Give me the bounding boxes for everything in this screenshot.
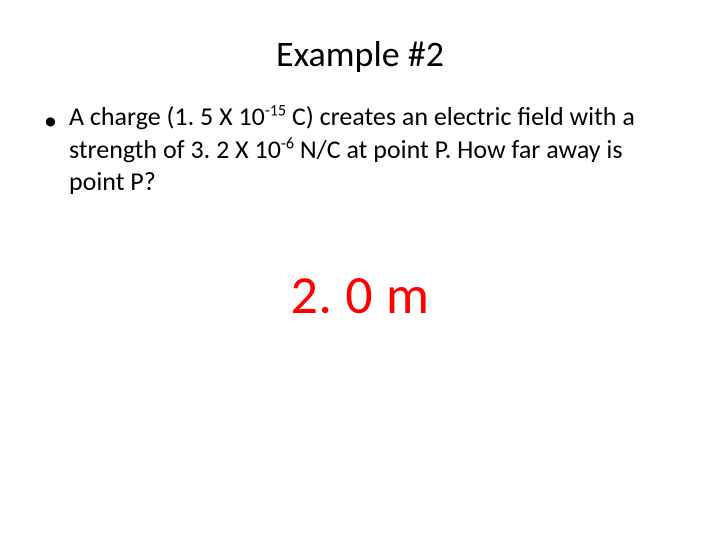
bullet-text: A charge (1. 5 X 10-15 C) creates an ele…: [69, 100, 680, 198]
slide-container: Example #2 • A charge (1. 5 X 10-15 C) c…: [0, 0, 720, 540]
slide-body: • A charge (1. 5 X 10-15 C) creates an e…: [44, 100, 680, 198]
text-segment: A charge (1. 5 X 10: [69, 100, 265, 132]
answer-text: 2. 0 m: [40, 262, 680, 328]
superscript: -15: [265, 101, 286, 120]
superscript: -6: [281, 134, 294, 153]
bullet-item: • A charge (1. 5 X 10-15 C) creates an e…: [44, 100, 680, 198]
bullet-marker: •: [44, 102, 57, 138]
slide-title: Example #2: [40, 32, 680, 76]
